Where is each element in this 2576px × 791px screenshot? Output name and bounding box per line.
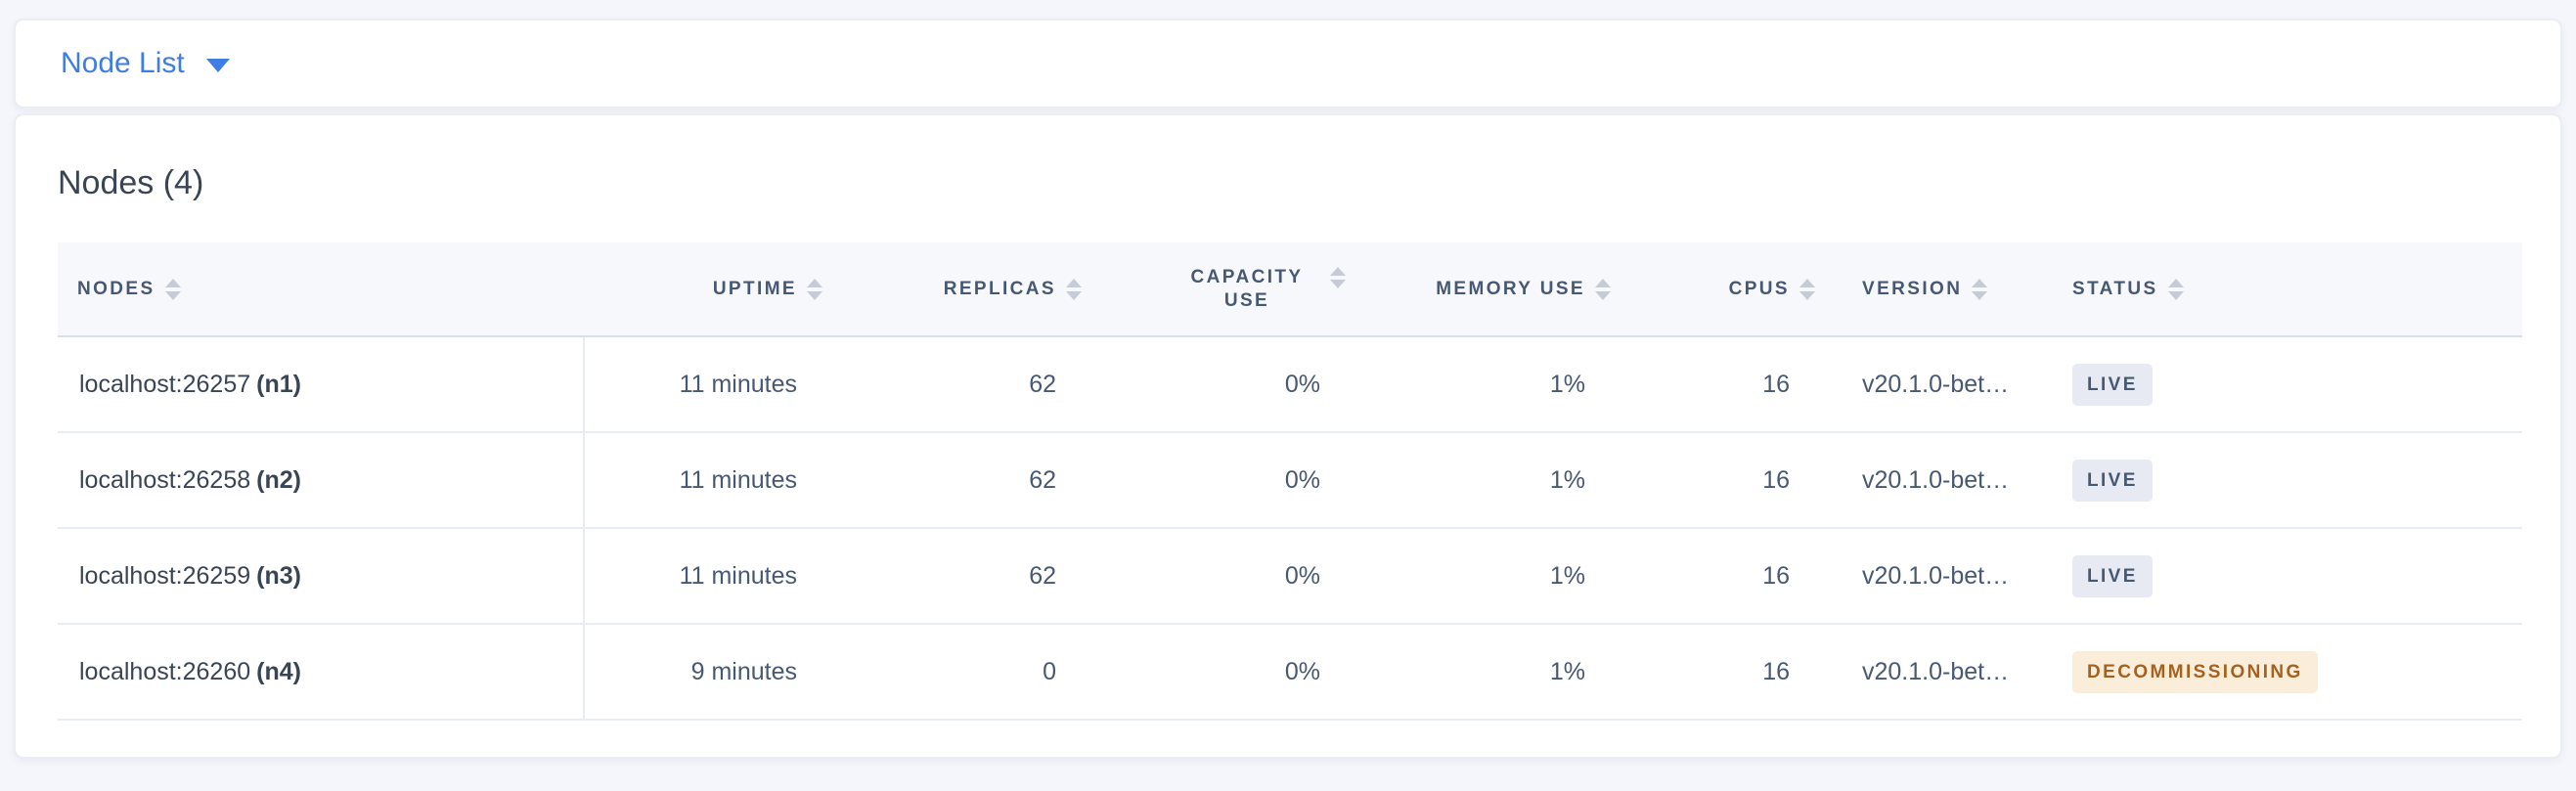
sort-icon xyxy=(1066,278,1082,300)
status-badge: LIVE xyxy=(2072,554,2153,597)
column-label: CAPACITY USE xyxy=(1190,266,1304,311)
node-id: (n3) xyxy=(256,561,301,590)
column-header-uptime[interactable]: UPTIME xyxy=(584,242,830,337)
column-label: VERSION xyxy=(1862,278,1963,299)
node-address: localhost:26257 xyxy=(79,370,251,398)
node-address: localhost:26259 xyxy=(79,561,251,590)
node-list-dropdown-label: Node List xyxy=(61,47,185,79)
table-row: localhost:26257 (n1) 11 minutes 62 0% 1% … xyxy=(58,336,2522,433)
cell-uptime: 11 minutes xyxy=(584,528,830,625)
cell-status: LIVE xyxy=(2033,336,2522,433)
cell-replicas: 62 xyxy=(830,336,1089,433)
cell-replicas: 62 xyxy=(830,432,1089,529)
cell-cpus: 16 xyxy=(1619,336,1823,433)
sort-icon xyxy=(807,278,822,300)
cell-uptime: 11 minutes xyxy=(584,336,830,433)
nodes-panel: Nodes (4) NODES UPTIM xyxy=(14,113,2562,759)
sort-icon xyxy=(1330,266,1346,288)
cell-capacity-use: 0% xyxy=(1089,336,1354,433)
cell-cpus: 16 xyxy=(1619,624,1823,721)
cell-status: LIVE xyxy=(2033,432,2522,529)
nodes-table: NODES UPTIME REPLICAS xyxy=(58,242,2522,721)
sort-icon xyxy=(1595,278,1611,300)
cell-capacity-use: 0% xyxy=(1089,432,1354,529)
page-title: Nodes (4) xyxy=(58,164,204,201)
cell-version: v20.1.0-bet… xyxy=(1823,624,2033,721)
status-badge: LIVE xyxy=(2072,363,2153,406)
sort-icon xyxy=(2167,278,2184,300)
cell-node-address: localhost:26258 (n2) xyxy=(58,432,585,529)
cell-node-address: localhost:26260 (n4) xyxy=(58,624,585,721)
cell-capacity-use: 0% xyxy=(1089,624,1354,721)
cell-status: DECOMMISSIONING xyxy=(2033,624,2522,721)
cell-version: v20.1.0-bet… xyxy=(1823,432,2033,529)
column-label: CPUS xyxy=(1728,278,1790,299)
cell-uptime: 11 minutes xyxy=(584,432,830,529)
column-header-replicas[interactable]: REPLICAS xyxy=(830,242,1089,337)
table-row: localhost:26258 (n2) 11 minutes 62 0% 1% … xyxy=(58,432,2522,529)
table-header-row: NODES UPTIME REPLICAS xyxy=(58,242,2522,337)
column-label: NODES xyxy=(77,278,155,299)
view-selector-bar: Node List xyxy=(14,19,2562,109)
status-badge: DECOMMISSIONING xyxy=(2072,650,2318,693)
column-header-cpus[interactable]: CPUS xyxy=(1619,242,1823,337)
column-header-nodes[interactable]: NODES xyxy=(58,242,584,337)
table-row: localhost:26259 (n3) 11 minutes 62 0% 1% … xyxy=(58,528,2522,625)
node-id: (n4) xyxy=(256,657,301,685)
node-id: (n2) xyxy=(256,465,301,494)
node-list-dropdown[interactable]: Node List xyxy=(61,47,230,80)
cell-version: v20.1.0-bet… xyxy=(1823,336,2033,433)
node-address: localhost:26258 xyxy=(79,465,251,494)
caret-down-icon xyxy=(205,58,230,72)
cell-cpus: 16 xyxy=(1619,432,1823,529)
cell-memory-use: 1% xyxy=(1354,624,1619,721)
table-row: localhost:26260 (n4) 9 minutes 0 0% 1% 16… xyxy=(58,624,2522,721)
column-label: MEMORY USE xyxy=(1436,278,1585,299)
column-header-memory-use[interactable]: MEMORY USE xyxy=(1354,242,1619,337)
node-id: (n1) xyxy=(256,370,301,398)
cell-replicas: 0 xyxy=(830,624,1089,721)
column-label: STATUS xyxy=(2072,278,2158,299)
sort-icon xyxy=(1799,278,1815,300)
column-label: UPTIME xyxy=(712,278,797,299)
cell-cpus: 16 xyxy=(1619,528,1823,625)
cell-uptime: 9 minutes xyxy=(584,624,830,721)
column-header-capacity-use[interactable]: CAPACITY USE xyxy=(1089,242,1354,337)
cell-node-address: localhost:26259 (n3) xyxy=(58,528,585,625)
cell-memory-use: 1% xyxy=(1354,432,1619,529)
cell-memory-use: 1% xyxy=(1354,528,1619,625)
column-header-version[interactable]: VERSION xyxy=(1823,242,2033,337)
cell-replicas: 62 xyxy=(830,528,1089,625)
cell-memory-use: 1% xyxy=(1354,336,1619,433)
cell-node-address: localhost:26257 (n1) xyxy=(58,336,585,433)
cell-version: v20.1.0-bet… xyxy=(1823,528,2033,625)
column-label: REPLICAS xyxy=(943,278,1056,299)
column-header-status[interactable]: STATUS xyxy=(2033,242,2522,337)
sort-icon xyxy=(164,278,181,300)
sort-icon xyxy=(1972,278,1988,300)
status-badge: LIVE xyxy=(2072,459,2153,502)
cell-status: LIVE xyxy=(2033,528,2522,625)
node-address: localhost:26260 xyxy=(79,657,251,685)
cell-capacity-use: 0% xyxy=(1089,528,1354,625)
